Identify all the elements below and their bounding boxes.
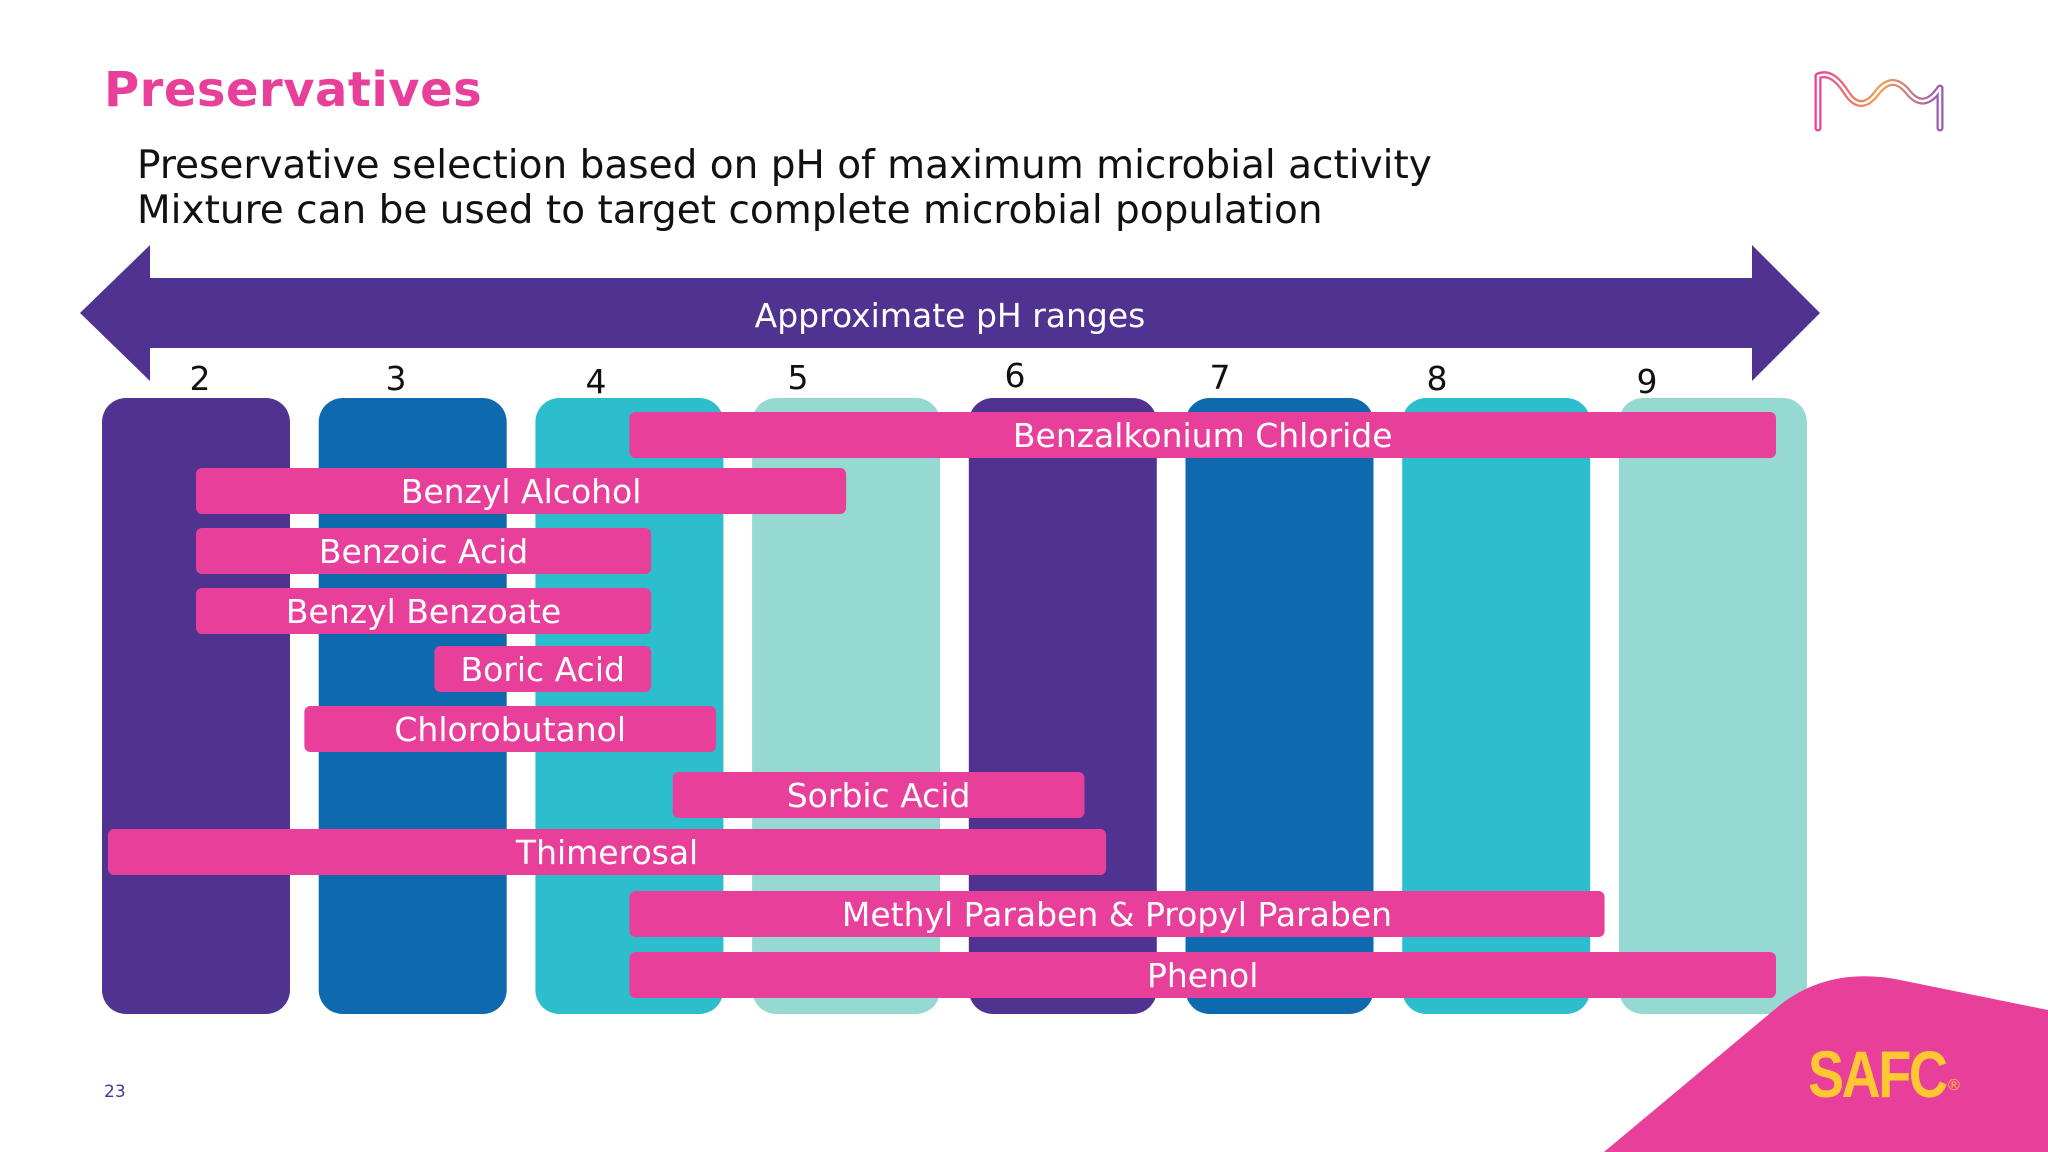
page-number: 23: [104, 1082, 126, 1102]
preservative-bar: Chlorobutanol: [304, 706, 717, 752]
preservative-bar-label: Benzyl Alcohol: [401, 472, 642, 511]
registered-mark: ®: [1948, 1077, 1960, 1094]
ph-tick-label: 7: [1210, 358, 1231, 397]
preservative-bar: Thimerosal: [108, 829, 1107, 875]
preservative-bar-label: Chlorobutanol: [394, 710, 626, 749]
preservative-bar-rect: [629, 952, 1776, 998]
preservative-bar-label: Benzalkonium Chloride: [1013, 416, 1393, 455]
preservative-bar-label: Methyl Paraben & Propyl Paraben: [842, 895, 1392, 934]
preservative-bar: Methyl Paraben & Propyl Paraben: [629, 891, 1605, 937]
preservative-bar-label: Benzyl Benzoate: [286, 592, 561, 631]
subtitle-line-2: Mixture can be used to target complete m…: [137, 188, 1323, 233]
preservative-bar-rect: [196, 528, 652, 574]
preservative-bar-rect: [108, 829, 1107, 875]
merck-m-logo-icon: [1814, 71, 1944, 132]
ph-tick-labels: 2 3 4 5 6 7 8 9: [190, 356, 1658, 401]
double-arrow-shape: [80, 245, 1820, 381]
preservative-bar-rect: [629, 891, 1605, 937]
preservative-bar-rect: [629, 412, 1776, 458]
preservative-bar-rect: [672, 772, 1085, 818]
ph-tick-label: 2: [190, 359, 211, 398]
preservative-bar-label: Benzoic Acid: [319, 532, 528, 571]
ph-tick-label: 3: [386, 359, 407, 398]
preservative-bar: Benzyl Benzoate: [196, 588, 652, 634]
ph-tick-label: 8: [1427, 359, 1448, 398]
ph-column-8: [1402, 398, 1591, 1014]
preservative-bar: Benzalkonium Chloride: [629, 412, 1776, 458]
slide-title: Preservatives: [104, 62, 483, 118]
preservative-bar-label: Phenol: [1147, 956, 1258, 995]
arrow-label: Approximate pH ranges: [755, 296, 1146, 335]
ph-column-7: [1185, 398, 1374, 1014]
preservative-bars: Benzalkonium Chloride Benzyl Alcohol Benzo…: [108, 412, 1776, 998]
safc-logo: SAFC: [1808, 1037, 1948, 1111]
preservative-bar-label: Sorbic Acid: [787, 776, 971, 815]
preservative-bar: Benzoic Acid: [196, 528, 652, 574]
preservative-bar-label: Thimerosal: [515, 833, 698, 872]
preservative-bar-rect: [196, 588, 652, 634]
preservative-bar-rect: [304, 706, 717, 752]
preservative-bar: Phenol: [629, 952, 1776, 998]
preservative-bar-label: Boric Acid: [460, 650, 624, 689]
subtitle-line-1: Preservative selection based on pH of ma…: [137, 143, 1432, 188]
ph-tick-label: 4: [586, 362, 607, 401]
preservative-bar-rect: [434, 646, 652, 692]
ph-tick-label: 6: [1005, 356, 1026, 395]
preservative-bar: Boric Acid: [434, 646, 652, 692]
preservative-bar: Sorbic Acid: [672, 772, 1085, 818]
ph-arrow: Approximate pH ranges: [80, 245, 1820, 381]
ph-column-9: [1618, 398, 1807, 1014]
preservative-bar: Benzyl Alcohol: [196, 468, 847, 514]
ph-tick-label: 5: [788, 358, 809, 397]
preservative-bar-rect: [196, 468, 847, 514]
ph-tick-label: 9: [1637, 362, 1658, 401]
